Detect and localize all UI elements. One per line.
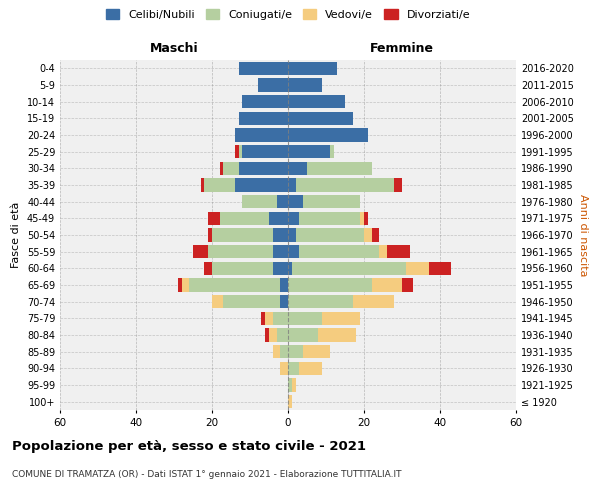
Bar	[288, 162, 307, 175]
Bar	[242, 195, 277, 208]
Bar	[303, 345, 330, 358]
Text: Maschi: Maschi	[149, 42, 199, 55]
Bar	[212, 262, 273, 275]
Bar	[402, 278, 413, 291]
Bar	[288, 145, 330, 158]
Bar	[208, 245, 273, 258]
Bar	[269, 328, 277, 342]
Bar	[288, 128, 368, 141]
Bar	[371, 278, 402, 291]
Bar	[212, 295, 223, 308]
Bar	[277, 328, 288, 342]
Bar	[371, 228, 379, 241]
Bar	[205, 262, 212, 275]
Bar	[208, 212, 220, 225]
Bar	[262, 312, 265, 325]
Bar	[364, 228, 371, 241]
Bar	[288, 295, 353, 308]
Bar	[288, 378, 292, 392]
Bar	[273, 312, 288, 325]
Bar	[394, 178, 402, 192]
Bar	[387, 245, 410, 258]
Bar	[220, 212, 269, 225]
Bar	[239, 162, 288, 175]
Bar	[299, 362, 322, 375]
Bar	[205, 178, 235, 192]
Bar	[364, 212, 368, 225]
Bar	[212, 228, 273, 241]
Bar	[296, 228, 364, 241]
Bar	[239, 62, 288, 75]
Bar	[242, 95, 288, 108]
Bar	[288, 112, 353, 125]
Bar	[288, 245, 299, 258]
Bar	[288, 95, 345, 108]
Bar	[223, 162, 239, 175]
Bar	[360, 212, 364, 225]
Y-axis label: Fasce di età: Fasce di età	[11, 202, 21, 268]
Bar	[280, 278, 288, 291]
Bar	[235, 178, 288, 192]
Bar	[265, 328, 269, 342]
Text: Popolazione per età, sesso e stato civile - 2021: Popolazione per età, sesso e stato civil…	[12, 440, 366, 453]
Bar	[288, 228, 296, 241]
Bar	[330, 145, 334, 158]
Bar	[273, 245, 288, 258]
Bar	[292, 262, 406, 275]
Bar	[288, 178, 296, 192]
Bar	[288, 278, 371, 291]
Bar	[239, 145, 242, 158]
Bar	[288, 62, 337, 75]
Bar	[265, 312, 273, 325]
Bar	[288, 395, 292, 408]
Bar	[288, 195, 303, 208]
Bar	[406, 262, 428, 275]
Bar	[292, 378, 296, 392]
Bar	[208, 228, 212, 241]
Bar	[322, 312, 360, 325]
Bar	[223, 295, 280, 308]
Bar	[273, 262, 288, 275]
Bar	[288, 312, 322, 325]
Bar	[193, 245, 208, 258]
Bar	[288, 362, 299, 375]
Text: Femmine: Femmine	[370, 42, 434, 55]
Bar	[273, 228, 288, 241]
Bar	[307, 162, 371, 175]
Legend: Celibi/Nubili, Coniugati/e, Vedovi/e, Divorziati/e: Celibi/Nubili, Coniugati/e, Vedovi/e, Di…	[101, 5, 475, 24]
Bar	[277, 195, 288, 208]
Text: COMUNE DI TRAMATZA (OR) - Dati ISTAT 1° gennaio 2021 - Elaborazione TUTTITALIA.I: COMUNE DI TRAMATZA (OR) - Dati ISTAT 1° …	[12, 470, 401, 479]
Bar	[319, 328, 356, 342]
Bar	[200, 178, 205, 192]
Bar	[280, 295, 288, 308]
Bar	[220, 162, 223, 175]
Bar	[189, 278, 280, 291]
Bar	[288, 328, 319, 342]
Bar	[288, 262, 292, 275]
Bar	[257, 78, 288, 92]
Bar	[353, 295, 394, 308]
Bar	[379, 245, 387, 258]
Bar	[273, 345, 280, 358]
Y-axis label: Anni di nascita: Anni di nascita	[578, 194, 587, 276]
Bar	[296, 178, 394, 192]
Bar	[288, 212, 299, 225]
Bar	[269, 212, 288, 225]
Bar	[428, 262, 451, 275]
Bar	[239, 112, 288, 125]
Bar	[235, 128, 288, 141]
Bar	[280, 345, 288, 358]
Bar	[242, 145, 288, 158]
Bar	[182, 278, 189, 291]
Bar	[288, 345, 303, 358]
Bar	[303, 195, 360, 208]
Bar	[280, 362, 288, 375]
Bar	[299, 212, 360, 225]
Bar	[299, 245, 379, 258]
Bar	[178, 278, 182, 291]
Bar	[288, 78, 322, 92]
Bar	[235, 145, 239, 158]
